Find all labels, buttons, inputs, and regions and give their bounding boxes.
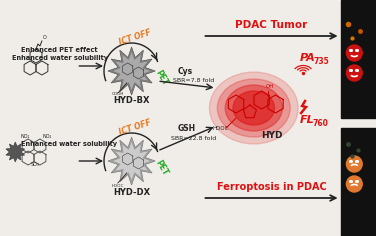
Ellipse shape <box>217 79 290 137</box>
Text: PET: PET <box>153 158 169 177</box>
Text: Ferroptosis in PDAC: Ferroptosis in PDAC <box>217 182 326 192</box>
Text: SBR=7.8 fold: SBR=7.8 fold <box>173 78 214 83</box>
Ellipse shape <box>233 91 274 125</box>
Text: Enhanced water solubility: Enhanced water solubility <box>12 55 108 61</box>
Text: Enhanced water solubility: Enhanced water solubility <box>21 141 118 147</box>
Text: Enhanced PET effect: Enhanced PET effect <box>21 47 98 53</box>
Text: GSH: GSH <box>178 124 196 133</box>
Text: SO₃: SO₃ <box>31 162 40 167</box>
Text: HYD-DX: HYD-DX <box>113 188 150 197</box>
Polygon shape <box>112 51 151 91</box>
Polygon shape <box>108 137 155 185</box>
Text: PET: PET <box>153 68 169 87</box>
Ellipse shape <box>225 85 282 131</box>
Text: ICT OFF: ICT OFF <box>118 28 152 47</box>
Text: HOOC: HOOC <box>112 184 124 188</box>
Text: O: O <box>43 35 47 40</box>
Circle shape <box>346 45 362 61</box>
Text: ICT OFF: ICT OFF <box>118 118 152 137</box>
Text: HYD-BX: HYD-BX <box>113 96 150 105</box>
Polygon shape <box>112 141 151 181</box>
Text: HOOC: HOOC <box>212 126 229 131</box>
Text: 760: 760 <box>313 119 329 128</box>
Text: 735: 735 <box>314 58 330 67</box>
Polygon shape <box>108 47 155 95</box>
Bar <box>341 128 376 236</box>
Text: HYD: HYD <box>261 131 282 140</box>
Circle shape <box>346 65 362 81</box>
Bar <box>341 0 376 118</box>
Circle shape <box>346 156 362 172</box>
Text: PA: PA <box>300 53 316 63</box>
Text: FL: FL <box>300 115 315 125</box>
Text: COOH: COOH <box>112 92 124 96</box>
Text: OH: OH <box>265 84 274 89</box>
Text: PDAC Tumor: PDAC Tumor <box>235 20 308 30</box>
Text: SBR=22.8 fold: SBR=22.8 fold <box>171 136 216 141</box>
Text: NO₂: NO₂ <box>20 134 30 139</box>
Ellipse shape <box>209 72 298 144</box>
Text: Cys: Cys <box>178 67 193 76</box>
Text: NO₂: NO₂ <box>43 134 52 139</box>
Circle shape <box>346 176 362 192</box>
Polygon shape <box>6 142 25 162</box>
